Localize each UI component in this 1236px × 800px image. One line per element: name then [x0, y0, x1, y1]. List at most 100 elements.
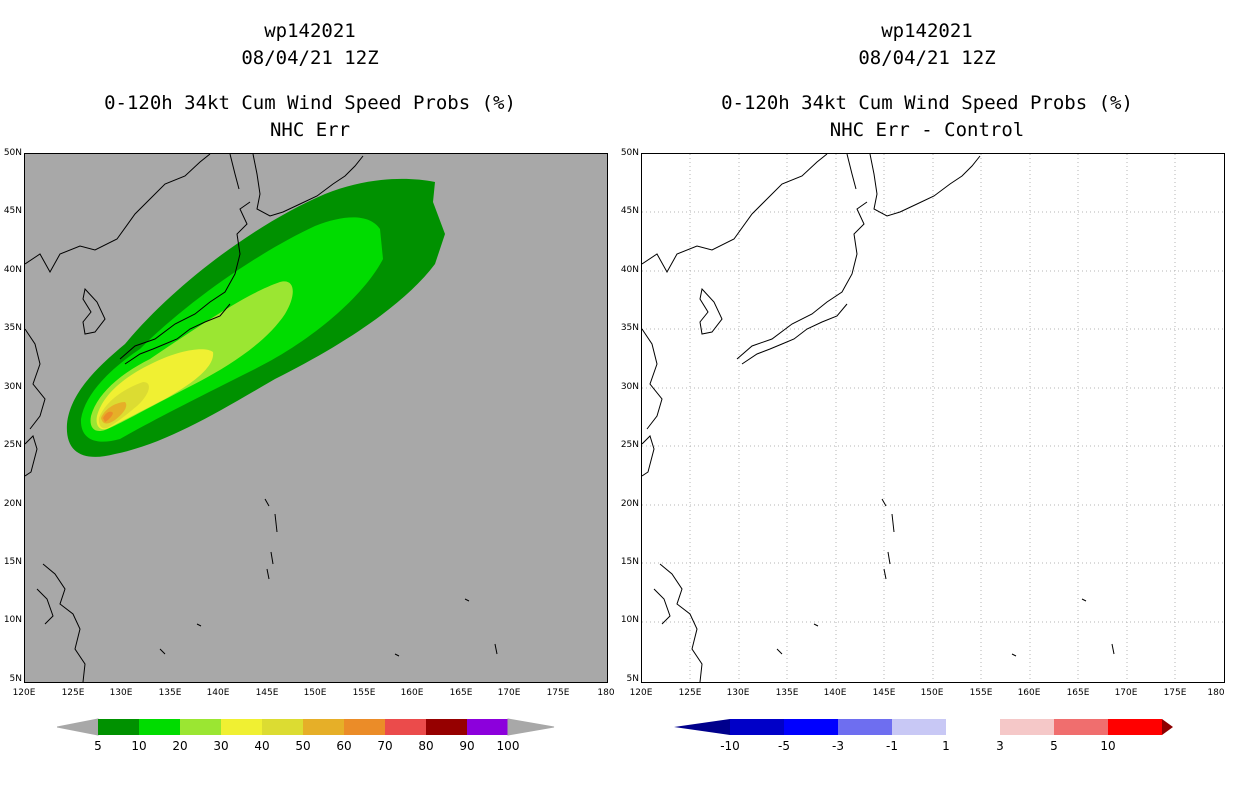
right-colorbar-bin-1 — [730, 719, 784, 735]
right-lat-label-50n: 50N — [620, 148, 639, 158]
left-lat-label-15n: 15N — [3, 557, 22, 567]
left-colorbar-label-20: 20 — [172, 739, 188, 753]
left-colorbar-bin-8 — [385, 719, 426, 735]
left-colorbar-label-40: 40 — [254, 739, 270, 753]
right-lat-label-45n: 45N — [620, 206, 639, 216]
left-lon-label-135e: 135E — [158, 688, 182, 698]
left-colorbar-label-70: 70 — [377, 739, 393, 753]
right-map — [641, 153, 1225, 683]
left-lat-label-35n: 35N — [3, 323, 22, 333]
right-lon-label-145e: 145E — [872, 688, 896, 698]
right-colorbar-label-neg1: -1 — [886, 739, 898, 753]
left-lat-label-40n: 40N — [3, 265, 22, 275]
left-lon-label-150e: 150E — [303, 688, 327, 698]
left-lon-label-125e: 125E — [61, 688, 85, 698]
left-colorbar-bin-9 — [426, 719, 467, 735]
right-colorbar-bin-4 — [892, 719, 946, 735]
left-colorbar-bin-6 — [303, 719, 344, 735]
left-lon-label-140e: 140E — [206, 688, 230, 698]
right-lat-label-10n: 10N — [620, 615, 639, 625]
left-lat-label-20n: 20N — [3, 499, 22, 509]
right-lon-label-120e: 120E — [629, 688, 653, 698]
left-lon-label-155e: 155E — [352, 688, 376, 698]
right-colorbar-label-neg10: -10 — [720, 739, 740, 753]
right-colorbar-label-10: 10 — [1100, 739, 1116, 753]
right-lon-label-180: 180 — [1207, 688, 1225, 698]
left-colorbar-bin-10 — [467, 719, 508, 735]
right-lon-label-135e: 135E — [775, 688, 799, 698]
right-lon-label-160e: 160E — [1017, 688, 1041, 698]
right-colorbar-label-neg3: -3 — [832, 739, 844, 753]
right-lon-label-150e: 150E — [920, 688, 944, 698]
left-colorbar-label-30: 30 — [213, 739, 229, 753]
left-colorbar-high-end — [507, 718, 555, 736]
left-colorbar-label-50: 50 — [295, 739, 311, 753]
left-lon-label-175e: 175E — [546, 688, 570, 698]
right-colorbar-low-end — [674, 719, 730, 735]
right-title-product: 0-120h 34kt Cum Wind Speed Probs (%) — [721, 92, 1133, 114]
right-colorbar-high-end — [1162, 719, 1173, 735]
left-lon-label-145e: 145E — [255, 688, 279, 698]
right-colorbar-bin-8 — [1108, 719, 1162, 735]
right-colorbar-bin-2 — [784, 719, 838, 735]
left-colorbar-label-10: 10 — [131, 739, 147, 753]
left-colorbar-bin-1 — [98, 719, 139, 735]
right-colorbar-bin-7 — [1054, 719, 1108, 735]
left-lat-label-5n: 5N — [9, 674, 22, 684]
right-lat-label-15n: 15N — [620, 557, 639, 567]
left-map — [24, 153, 608, 683]
right-lat-label-30n: 30N — [620, 382, 639, 392]
left-lon-label-165e: 165E — [449, 688, 473, 698]
probability-swath — [66, 178, 445, 457]
right-title-storm-id: wp142021 — [881, 20, 973, 42]
right-lon-label-140e: 140E — [823, 688, 847, 698]
left-colorbar — [57, 718, 555, 736]
left-lat-label-30n: 30N — [3, 382, 22, 392]
left-colorbar-bin-2 — [139, 719, 180, 735]
right-lon-label-170e: 170E — [1114, 688, 1138, 698]
left-colorbar-label-80: 80 — [418, 739, 434, 753]
left-title-storm-id: wp142021 — [264, 20, 356, 42]
left-lon-label-180: 180 — [597, 688, 615, 698]
left-lat-label-10n: 10N — [3, 615, 22, 625]
left-lat-label-50n: 50N — [3, 148, 22, 158]
left-colorbar-label-90: 90 — [459, 739, 475, 753]
right-colorbar — [674, 719, 1173, 735]
left-lon-label-120e: 120E — [12, 688, 36, 698]
right-colorbar-label-neg5: -5 — [778, 739, 790, 753]
coastline-outline-right — [642, 154, 1115, 682]
small-islands — [159, 498, 498, 657]
left-title-product: 0-120h 34kt Cum Wind Speed Probs (%) — [104, 92, 516, 114]
right-lat-label-20n: 20N — [620, 499, 639, 509]
coastline-outline — [25, 154, 364, 682]
right-lon-label-165e: 165E — [1066, 688, 1090, 698]
left-colorbar-bin-3 — [180, 719, 221, 735]
right-title-subtitle: NHC Err - Control — [829, 119, 1025, 141]
right-lat-label-40n: 40N — [620, 265, 639, 275]
left-colorbar-label-100: 100 — [496, 739, 520, 753]
right-lon-label-125e: 125E — [678, 688, 702, 698]
left-lon-label-130e: 130E — [109, 688, 133, 698]
right-colorbar-bin-6 — [1000, 719, 1054, 735]
left-colorbar-label-5: 5 — [94, 739, 102, 753]
left-lat-label-25n: 25N — [3, 440, 22, 450]
left-lon-label-170e: 170E — [497, 688, 521, 698]
right-colorbar-bin-3 — [838, 719, 892, 735]
left-title-subtitle: NHC Err — [269, 119, 351, 141]
left-colorbar-label-60: 60 — [336, 739, 352, 753]
right-lat-label-5n: 5N — [626, 674, 639, 684]
right-lon-label-175e: 175E — [1163, 688, 1187, 698]
dotted-gridlines — [642, 154, 1224, 682]
right-lat-label-25n: 25N — [620, 440, 639, 450]
right-title-date: 08/04/21 12Z — [858, 47, 996, 69]
right-lon-label-130e: 130E — [726, 688, 750, 698]
left-colorbar-bin-4 — [221, 719, 262, 735]
left-colorbar-bin-5 — [262, 719, 303, 735]
left-lon-label-160e: 160E — [400, 688, 424, 698]
right-colorbar-label-1: 1 — [942, 739, 950, 753]
right-colorbar-label-5: 5 — [1050, 739, 1058, 753]
left-colorbar-bin-7 — [344, 719, 385, 735]
left-lat-label-45n: 45N — [3, 206, 22, 216]
left-title-date: 08/04/21 12Z — [241, 47, 379, 69]
right-colorbar-label-3: 3 — [996, 739, 1004, 753]
